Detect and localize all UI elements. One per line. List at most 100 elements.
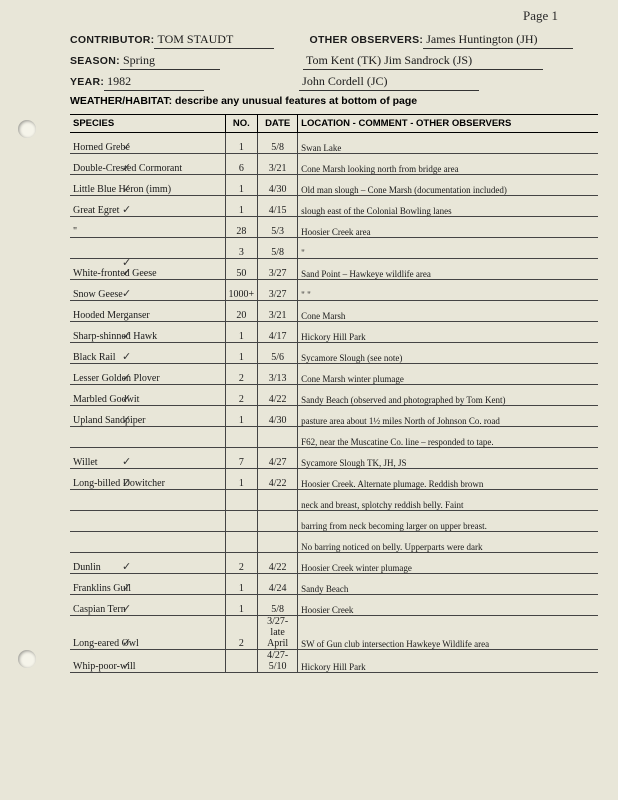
species-cell: " (70, 216, 225, 237)
header: CONTRIBUTOR: TOM STAUDT OTHER OBSERVERS:… (70, 30, 598, 110)
table-row: ✓Great Egret14/15slough east of the Colo… (70, 195, 598, 216)
date-cell: 3/21 (258, 153, 298, 174)
observers-2: Tom Kent (TK) Jim Sandrock (JS) (303, 51, 543, 70)
number-cell: 1 (225, 468, 258, 489)
table-row: ✓Marbled Godwit24/22Sandy Beach (observe… (70, 384, 598, 405)
location-cell: Sandy Beach (298, 573, 598, 594)
species-cell (70, 510, 225, 531)
col-date: DATE (258, 114, 298, 132)
location-cell: Cone Marsh looking north from bridge are… (298, 153, 598, 174)
number-cell: 2 (225, 615, 258, 649)
checkmark: ✓ (122, 329, 131, 342)
checkmark: ✓ (122, 203, 131, 216)
number-cell: 1 (225, 405, 258, 426)
observers-3: John Cordell (JC) (299, 72, 479, 91)
date-cell: 4/27-5/10 (258, 649, 298, 672)
number-cell (225, 531, 258, 552)
page-number: Page 1 (523, 8, 558, 24)
species-cell: ✓White-fronted Geese (70, 258, 225, 279)
col-species: SPECIES (70, 114, 225, 132)
date-cell (258, 489, 298, 510)
species-cell: ✓Upland Sandpiper (70, 405, 225, 426)
table-row: ✓Dunlin24/22Hoosier Creek winter plumage (70, 552, 598, 573)
number-cell: 1000+ (225, 279, 258, 300)
number-cell: 1 (225, 174, 258, 195)
table-row: ✓Franklins Gull14/24Sandy Beach (70, 573, 598, 594)
location-cell: barring from neck becoming larger on upp… (298, 510, 598, 531)
location-cell: Old man slough – Cone Marsh (documentati… (298, 174, 598, 195)
checkmark: ✓ (122, 413, 131, 426)
location-cell: Hoosier Creek (298, 594, 598, 615)
species-cell: ✓Great Egret (70, 195, 225, 216)
number-cell: 6 (225, 153, 258, 174)
location-cell: Sand Point – Hawkeye wildlife area (298, 258, 598, 279)
date-cell: 4/30 (258, 405, 298, 426)
species-cell: ✓Franklins Gull (70, 573, 225, 594)
date-cell: 4/27 (258, 447, 298, 468)
date-cell: 3/27 (258, 258, 298, 279)
table-row: ✓Whip-poor-will4/27-5/10Hickory Hill Par… (70, 649, 598, 672)
checkmark: ✓ (122, 371, 131, 384)
location-cell: Sandy Beach (observed and photographed b… (298, 384, 598, 405)
table-row: F62, near the Muscatine Co. line – respo… (70, 426, 598, 447)
date-cell: 4/17 (258, 321, 298, 342)
date-cell: 3/27-late April (258, 615, 298, 649)
number-cell: 1 (225, 573, 258, 594)
table-row: ✓Long-eared Owl23/27-late AprilSW of Gun… (70, 615, 598, 649)
checkmark: ✓ (122, 161, 131, 174)
table-row: ✓Willet74/27Sycamore Slough TK, JH, JS (70, 447, 598, 468)
contributor-label: CONTRIBUTOR: (70, 33, 154, 49)
location-cell: F62, near the Muscatine Co. line – respo… (298, 426, 598, 447)
date-cell (258, 531, 298, 552)
table-row: ✓Caspian Tern15/8Hoosier Creek (70, 594, 598, 615)
table-row: ✓Little Blue Heron (imm)14/30Old man slo… (70, 174, 598, 195)
col-no: NO. (225, 114, 258, 132)
location-cell: slough east of the Colonial Bowling lane… (298, 195, 598, 216)
checkmark: ✓ (122, 581, 131, 594)
table-row: ✓Long-billed Dowitcher14/22Hoosier Creek… (70, 468, 598, 489)
species-cell: Hooded Merganser (70, 300, 225, 321)
checkmark: ✓ (122, 636, 131, 649)
checkmark: ✓ (122, 659, 131, 672)
location-cell: " " (298, 279, 598, 300)
species-cell (70, 531, 225, 552)
checkmark: ✓ (122, 140, 131, 153)
location-cell: Hoosier Creek area (298, 216, 598, 237)
species-cell (70, 489, 225, 510)
species-cell: ✓Horned Grebe (70, 132, 225, 153)
checkmark: ✓ (122, 182, 131, 195)
observers-1: James Huntington (JH) (423, 30, 573, 49)
species-cell: ✓Little Blue Heron (imm) (70, 174, 225, 195)
table-row: ✓Snow Geese1000+3/27 " " (70, 279, 598, 300)
season-label: SEASON: (70, 54, 120, 70)
number-cell: 1 (225, 342, 258, 363)
location-cell: Hoosier Creek. Alternate plumage. Reddis… (298, 468, 598, 489)
checkmark: ✓ (122, 266, 131, 279)
number-cell (225, 649, 258, 672)
date-cell: 4/30 (258, 174, 298, 195)
table-row: "285/3Hoosier Creek area (70, 216, 598, 237)
location-cell: Hickory Hill Park (298, 649, 598, 672)
table-row: Hooded Merganser203/21Cone Marsh (70, 300, 598, 321)
col-location: LOCATION - COMMENT - OTHER OBSERVERS (298, 114, 598, 132)
date-cell: 5/8 (258, 237, 298, 258)
location-cell: Hoosier Creek winter plumage (298, 552, 598, 573)
species-cell: ✓Dunlin (70, 552, 225, 573)
number-cell: 7 (225, 447, 258, 468)
location-cell: SW of Gun club intersection Hawkeye Wild… (298, 615, 598, 649)
checkmark: ✓ (122, 476, 131, 489)
number-cell: 3 (225, 237, 258, 258)
year-value: 1982 (104, 72, 204, 91)
date-cell: 3/27 (258, 279, 298, 300)
date-cell: 4/22 (258, 384, 298, 405)
observers-label: OTHER OBSERVERS: (309, 33, 423, 49)
table-row: neck and breast, splotchy reddish belly.… (70, 489, 598, 510)
number-cell: 28 (225, 216, 258, 237)
location-cell: pasture area about 1½ miles North of Joh… (298, 405, 598, 426)
checkmark: ✓ (122, 287, 131, 300)
date-cell (258, 426, 298, 447)
species-cell: ✓Marbled Godwit (70, 384, 225, 405)
date-cell: 4/22 (258, 468, 298, 489)
number-cell (225, 426, 258, 447)
season-value: Spring (120, 51, 220, 70)
